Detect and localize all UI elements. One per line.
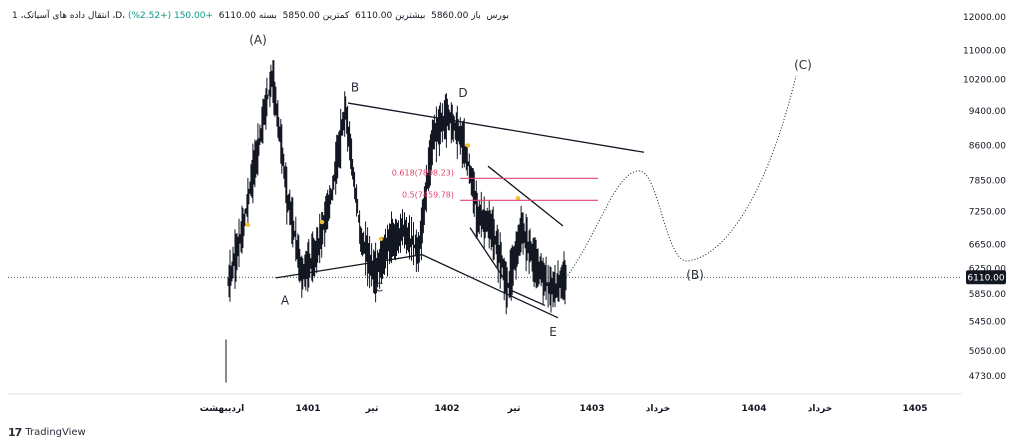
x-tick-label: خرداد [646, 404, 670, 414]
chart-header: انتقال داده های آسیاتک، 1 ،D، بورس باز 5… [12, 11, 509, 21]
wave-label: A [281, 294, 290, 308]
change-value: +150.00 (+2.52%) [127, 11, 214, 21]
open-value: باز 5860.00 [431, 11, 481, 21]
wave-label: B [351, 80, 359, 94]
y-tick-label: 5050.00 [969, 347, 1006, 357]
y-tick-label: 4730.00 [969, 372, 1006, 382]
low-value: کمترین 5850.00 [282, 11, 350, 21]
x-tick-label: 1405 [902, 404, 927, 414]
last-price-label: 6110.00 [967, 273, 1004, 283]
marker-dot [319, 219, 325, 225]
marker-dot [465, 143, 471, 148]
x-tick-label: تیر [507, 404, 521, 414]
wave-label: D [458, 86, 467, 100]
wave-label: (A) [249, 33, 267, 47]
trendlines [245, 75, 797, 319]
projection-path [565, 75, 797, 279]
wedge-lower-2 [511, 290, 546, 307]
tradingview-logo-icon: 17 [8, 426, 22, 439]
chart-grid [8, 276, 962, 395]
price-candles [225, 60, 567, 383]
trendline-b-d [347, 102, 645, 153]
x-tick-label: 1401 [295, 404, 320, 414]
trendline-c-e [421, 254, 559, 319]
y-tick-label: 12000.00 [963, 13, 1006, 23]
tradingview-branding[interactable]: 17 TradingView [8, 426, 86, 439]
trendline-a-c [275, 253, 423, 279]
marker-dot [378, 236, 384, 242]
y-tick-label: 11000.00 [963, 47, 1006, 57]
y-tick-label: 10200.00 [963, 76, 1006, 86]
x-tick-label: 1403 [579, 404, 604, 414]
marker-dot [245, 222, 251, 228]
wave-label: C [375, 281, 383, 295]
y-tick-label: 5850.00 [969, 290, 1006, 300]
x-tick-label: 1404 [741, 404, 766, 414]
fib-label: 0.5(7459.78) [402, 190, 454, 199]
y-tick-label: 9400.00 [969, 107, 1006, 117]
wedge-upper [487, 165, 564, 227]
wave-label: (B) [686, 268, 704, 282]
wave-labels: (A) A B C D E (B) (C) [249, 33, 812, 339]
y-tick-label: 7850.00 [969, 177, 1006, 187]
x-tick-label: تیر [365, 404, 379, 414]
y-tick-label: 7250.00 [969, 207, 1006, 217]
y-tick-label: 8600.00 [969, 141, 1006, 151]
wedge-lower [469, 227, 513, 292]
y-axis: 12000.00 11000.00 10200.00 9400.00 8600.00 78… [963, 13, 1006, 382]
fib-label: 0.618(7898.23) [392, 168, 454, 177]
x-tick-label: 1402 [434, 404, 459, 414]
symbol-name[interactable]: انتقال داده های آسیاتک، 1 ،D، بورس [12, 11, 510, 21]
wave-label: E [549, 325, 557, 339]
x-axis: اردیبهشت 1401 تیر 1402 تیر 1403 خرداد 1404 خرداد… [200, 404, 928, 414]
high-value: بیشترین 6110.00 [355, 11, 426, 21]
wave-label: (C) [794, 58, 812, 72]
fibonacci-levels: 0.618(7898.23) 0.5(7459.78) [392, 168, 598, 201]
y-tick-label: 5450.00 [969, 317, 1006, 327]
tradingview-name: TradingView [25, 427, 86, 438]
marker-dot [515, 196, 521, 201]
y-tick-label: 6650.00 [969, 241, 1006, 251]
y-tick-label: 6250.00 [969, 265, 1006, 275]
close-value: بسته 6110.00 [218, 11, 277, 21]
last-price-badge [966, 270, 1006, 285]
x-tick-label: خرداد [808, 404, 832, 414]
x-tick-label: اردیبهشت [200, 404, 245, 414]
